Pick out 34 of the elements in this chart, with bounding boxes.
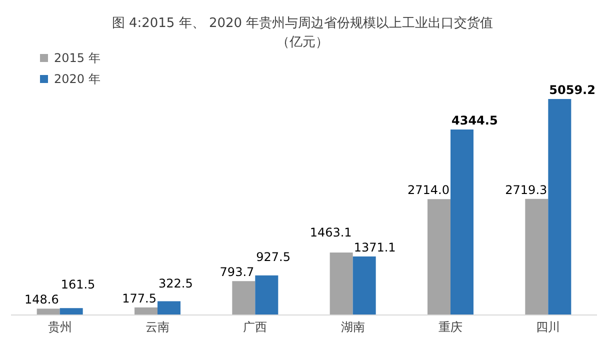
x-tick-label: 广西 <box>243 320 268 334</box>
data-label: 322.5 <box>158 276 193 290</box>
data-label: 793.7 <box>220 265 254 280</box>
legend-label: 2020 年 <box>54 72 100 86</box>
bar <box>525 198 548 315</box>
data-label: 1463.1 <box>310 225 352 240</box>
bar <box>352 256 376 315</box>
x-tick-label: 四川 <box>536 320 560 334</box>
x-tick-label: 重庆 <box>438 320 462 334</box>
legend-label: 2015 年 <box>54 51 100 65</box>
data-label: 5059.2 <box>549 83 596 97</box>
bar <box>36 308 60 315</box>
data-label: 927.5 <box>256 250 291 264</box>
x-tick-label: 贵州 <box>48 320 72 334</box>
bar <box>60 308 83 315</box>
data-label: 2719.3 <box>505 182 548 197</box>
data-label: 161.5 <box>60 278 96 292</box>
chart-subtitle: （亿元） <box>276 35 328 50</box>
bar <box>232 281 256 315</box>
bar <box>158 301 180 315</box>
bar <box>428 199 450 315</box>
bar <box>548 99 572 315</box>
bar <box>450 130 474 315</box>
bar <box>134 307 158 315</box>
data-label: 4344.5 <box>452 114 498 128</box>
x-tick-label: 云南 <box>146 320 170 334</box>
data-label: 148.6 <box>24 292 59 307</box>
data-label: 177.5 <box>122 291 156 306</box>
bar <box>255 275 278 315</box>
chart-title: 图 4:2015 年、 2020 年贵州与周边省份规模以上工业出口交货值 <box>112 15 494 31</box>
x-tick-label: 湖南 <box>340 320 365 334</box>
bar <box>330 252 353 315</box>
data-label: 2714.0 <box>408 183 450 198</box>
data-label: 1371.1 <box>354 240 396 254</box>
